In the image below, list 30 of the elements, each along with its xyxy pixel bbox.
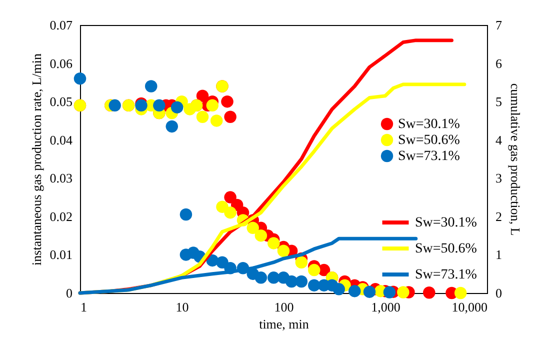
legend-label: Sw=30.1%: [398, 117, 460, 132]
y-tick-label: 0.07: [50, 18, 73, 32]
x-tick-label: 1: [80, 300, 87, 314]
x-axis-title: time, min: [259, 316, 310, 332]
y-tick-label: 0.06: [50, 56, 73, 71]
x-tick-label: 1,000: [371, 300, 400, 314]
x-tick-label: 10: [176, 300, 189, 314]
y2-tick-label: 2: [496, 208, 502, 224]
y2-tick-label: 5: [496, 94, 502, 110]
legend-label: Sw=73.1%: [415, 268, 478, 282]
y2-tick-label: 7: [496, 18, 502, 32]
y2-tick-label: 3: [496, 170, 502, 186]
y2-axis-title: cumulative gas production, L: [508, 83, 523, 236]
y-tick-label: 0.04: [50, 132, 73, 148]
x-tick-label: 10,000: [452, 300, 488, 314]
y2-tick-label: 4: [496, 132, 502, 148]
legend-label: Sw=50.6%: [398, 133, 460, 148]
y-tick-label: 0.05: [50, 94, 72, 110]
legend-label: Sw=50.6%: [415, 242, 478, 256]
x-tick-label: 100: [274, 300, 294, 314]
y-axis-title: instantaneous gas production rate, L/min: [28, 53, 44, 266]
y-tick-label: 0: [66, 286, 72, 300]
y2-tick-label: 0: [496, 286, 502, 300]
y-tick-label: 0.02: [50, 208, 72, 224]
y-tick-label: 0.03: [50, 170, 72, 186]
y2-tick-label: 1: [496, 247, 502, 262]
legend-label: Sw=30.1%: [415, 216, 478, 230]
legend-label: Sw=73.1%: [398, 149, 460, 164]
y-tick-label: 0.01: [50, 247, 72, 262]
y2-tick-label: 6: [496, 56, 502, 71]
